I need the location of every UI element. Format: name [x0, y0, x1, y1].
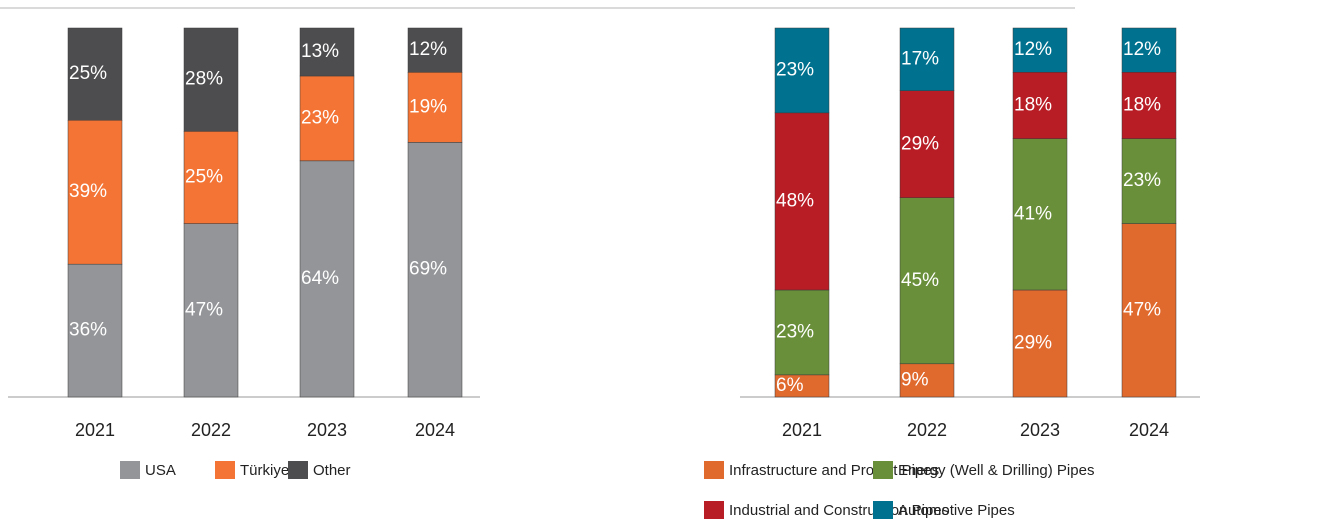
legend-label: Industrial and Construction Pipes [729, 502, 949, 519]
bar-segment [183, 223, 239, 398]
bar-segment [1012, 138, 1068, 291]
bar-segment [1012, 289, 1068, 398]
segment-label: 6% [776, 375, 804, 396]
segment-label: 23% [776, 59, 814, 80]
bar-segment [1121, 27, 1177, 73]
segment-label: 18% [1014, 95, 1052, 116]
legend-swatch [288, 461, 308, 479]
bar-segment [67, 27, 123, 121]
segment-label: 23% [776, 321, 814, 342]
segment-label: 13% [301, 41, 339, 62]
segment-label: 17% [901, 48, 939, 69]
legend-label: Energy (Well & Drilling) Pipes [898, 462, 1094, 479]
segment-label: 29% [1014, 333, 1052, 354]
bar-segment [899, 363, 955, 398]
bar-segment [1121, 223, 1177, 398]
bar-segment [299, 160, 355, 398]
segment-label: 48% [776, 190, 814, 211]
segment-label: 64% [301, 268, 339, 289]
legend-swatch [215, 461, 235, 479]
category-label: 2021 [75, 420, 115, 440]
legend-label: Automotive Pipes [898, 502, 1015, 519]
category-label: 2024 [1129, 420, 1169, 440]
bar-segment [67, 263, 123, 398]
bar-segment [774, 27, 830, 114]
bar-segment [774, 289, 830, 376]
segment-label: 45% [901, 270, 939, 291]
bar-segment [899, 197, 955, 365]
segment-label: 23% [301, 107, 339, 128]
legend-label: USA [145, 462, 176, 479]
segment-label: 39% [69, 181, 107, 202]
segment-label: 29% [901, 133, 939, 154]
bar-segment [407, 27, 463, 73]
bar-segment [407, 72, 463, 143]
category-label: 2022 [907, 420, 947, 440]
bar-segment [299, 75, 355, 162]
segment-label: 28% [185, 69, 223, 90]
segment-label: 12% [1123, 39, 1161, 60]
segment-label: 47% [1123, 299, 1161, 320]
bar-segment [899, 27, 955, 91]
segment-label: 25% [185, 166, 223, 187]
bar-segment [1012, 72, 1068, 139]
category-label: 2022 [191, 420, 231, 440]
bar-segment [1121, 72, 1177, 139]
legend-label: Other [313, 462, 351, 479]
bar-segment [299, 27, 355, 77]
segment-label: 41% [1014, 203, 1052, 224]
category-label: 2024 [415, 420, 455, 440]
bar-segment [183, 27, 239, 132]
bar-segment [774, 112, 830, 291]
segment-label: 47% [185, 299, 223, 320]
bar-segment [1012, 27, 1068, 73]
segment-label: 9% [901, 369, 929, 390]
segment-label: 19% [409, 96, 447, 117]
segment-label: 12% [409, 39, 447, 60]
segment-label: 18% [1123, 95, 1161, 116]
category-label: 2021 [782, 420, 822, 440]
segment-label: 12% [1014, 39, 1052, 60]
bar-segment [1121, 138, 1177, 224]
segment-label: 36% [69, 320, 107, 341]
category-label: 2023 [307, 420, 347, 440]
segment-label: 25% [69, 63, 107, 84]
legend-swatch [873, 461, 893, 479]
legend-swatch [120, 461, 140, 479]
segment-label: 69% [409, 259, 447, 280]
category-label: 2023 [1020, 420, 1060, 440]
legend-swatch [704, 501, 724, 519]
legend-swatch [873, 501, 893, 519]
segment-label: 23% [1123, 170, 1161, 191]
bar-segment [183, 131, 239, 224]
legend-swatch [704, 461, 724, 479]
legend-label: Türkiye [240, 462, 289, 479]
